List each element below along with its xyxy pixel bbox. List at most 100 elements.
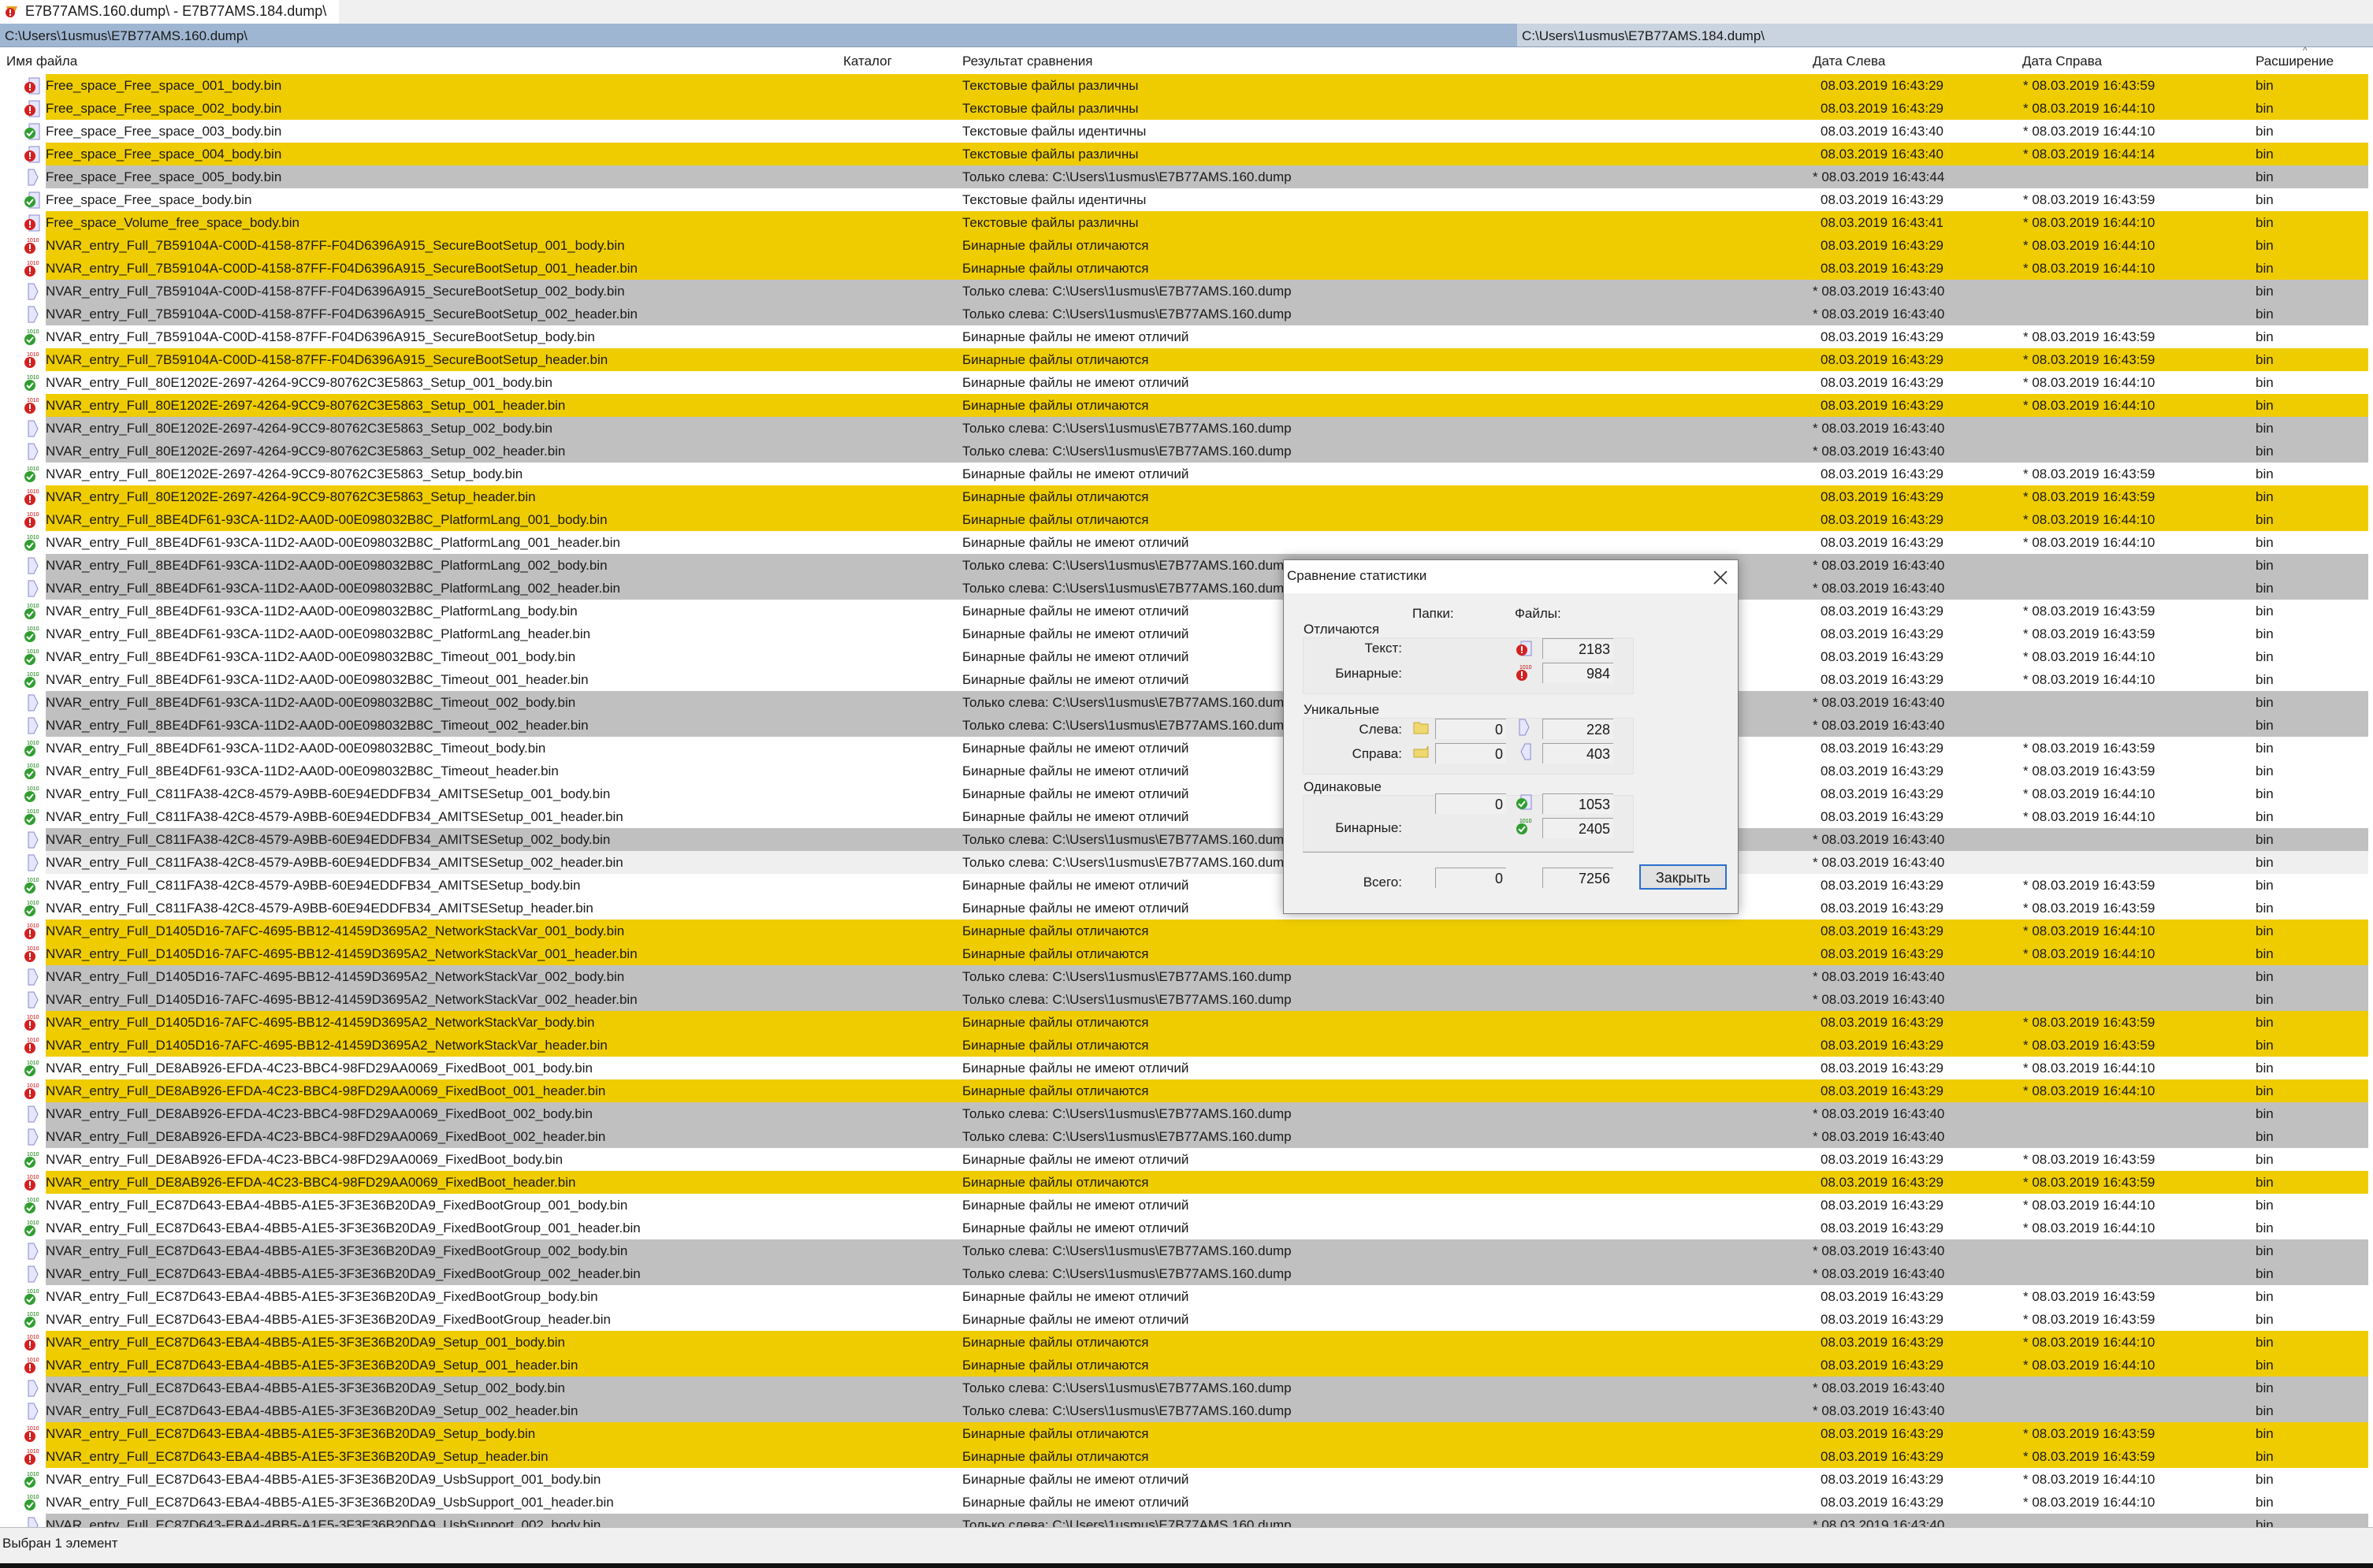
table-row[interactable]: 1010 NVAR_entry_Full_7B59104A-C00D-4158-8… xyxy=(0,348,2373,371)
table-row[interactable]: NVAR_entry_Full_DE8AB926-EFDA-4C23-BBC4-… xyxy=(0,1102,2373,1125)
column-header-date-left[interactable]: Дата Слева xyxy=(1813,54,1886,69)
row-highlight xyxy=(46,394,2368,417)
table-row[interactable]: 1010 NVAR_entry_Full_8BE4DF61-93CA-11D2-A… xyxy=(0,737,2373,760)
table-row[interactable]: NVAR_entry_Full_EC87D643-EBA4-4BB5-A1E5-… xyxy=(0,1377,2373,1399)
right-path-bar: C:\Users\1usmus\E7B77AMS.184.dump\ xyxy=(1517,24,2373,47)
cell-name: NVAR_entry_Full_8BE4DF61-93CA-11D2-AA0D-… xyxy=(46,581,620,596)
table-row[interactable]: 1010 NVAR_entry_Full_EC87D643-EBA4-4BB5-A… xyxy=(0,1422,2373,1445)
table-row[interactable]: NVAR_entry_Full_8BE4DF61-93CA-11D2-AA0D-… xyxy=(0,714,2373,737)
table-row[interactable]: 1010 NVAR_entry_Full_EC87D643-EBA4-4BB5-A… xyxy=(0,1331,2373,1354)
svg-text:1010: 1010 xyxy=(27,535,39,541)
table-row[interactable]: 1010 NVAR_entry_Full_EC87D643-EBA4-4BB5-A… xyxy=(0,1308,2373,1331)
table-row[interactable]: 1010 NVAR_entry_Full_DE8AB926-EFDA-4C23-B… xyxy=(0,1057,2373,1079)
table-row[interactable]: 1010 NVAR_entry_Full_C811FA38-42C8-4579-A… xyxy=(0,805,2373,828)
table-row[interactable]: 1010 NVAR_entry_Full_80E1202E-2697-4264-9… xyxy=(0,371,2373,394)
cell-extension: bin xyxy=(2256,604,2274,619)
cell-extension: bin xyxy=(2256,1152,2274,1167)
svg-text:1010: 1010 xyxy=(1519,819,1532,824)
table-row[interactable]: Free_space_Free_space_005_body.bin Только… xyxy=(0,165,2373,188)
table-row[interactable]: NVAR_entry_Full_8BE4DF61-93CA-11D2-AA0D-… xyxy=(0,554,2373,577)
close-icon[interactable] xyxy=(1713,570,1728,585)
cell-result: Бинарные файлы отличаются xyxy=(962,1038,1149,1053)
table-row[interactable]: 1010 NVAR_entry_Full_8BE4DF61-93CA-11D2-A… xyxy=(0,622,2373,645)
table-row[interactable]: 1010 NVAR_entry_Full_8BE4DF61-93CA-11D2-A… xyxy=(0,600,2373,622)
table-row[interactable]: 1010 NVAR_entry_Full_D1405D16-7AFC-4695-B… xyxy=(0,942,2373,965)
table-row[interactable]: 1010 NVAR_entry_Full_DE8AB926-EFDA-4C23-B… xyxy=(0,1079,2373,1102)
cell-result: Бинарные файлы не имеют отличий xyxy=(962,1312,1189,1327)
column-header-folder[interactable]: Каталог xyxy=(843,54,892,69)
table-row[interactable]: 1010 NVAR_entry_Full_8BE4DF61-93CA-11D2-A… xyxy=(0,760,2373,782)
table-row[interactable]: NVAR_entry_Full_8BE4DF61-93CA-11D2-AA0D-… xyxy=(0,691,2373,714)
cell-name: NVAR_entry_Full_80E1202E-2697-4264-9CC9-… xyxy=(46,375,552,390)
table-row[interactable]: NVAR_entry_Full_EC87D643-EBA4-4BB5-A1E5-… xyxy=(0,1514,2373,1527)
table-row[interactable]: 1010 NVAR_entry_Full_D1405D16-7AFC-4695-B… xyxy=(0,1011,2373,1034)
table-row[interactable]: 1010 NVAR_entry_Full_7B59104A-C00D-4158-8… xyxy=(0,257,2373,280)
table-row[interactable]: 1010 NVAR_entry_Full_DE8AB926-EFDA-4C23-B… xyxy=(0,1171,2373,1194)
folder-right-icon xyxy=(1413,745,1429,758)
cell-extension: bin xyxy=(2256,923,2274,938)
table-row[interactable]: 1010 NVAR_entry_Full_C811FA38-42C8-4579-A… xyxy=(0,874,2373,897)
table-row[interactable]: Free_space_Free_space_004_body.bin Тексто… xyxy=(0,143,2373,165)
table-row[interactable]: NVAR_entry_Full_8BE4DF61-93CA-11D2-AA0D-… xyxy=(0,577,2373,600)
table-row[interactable]: 1010 NVAR_entry_Full_8BE4DF61-93CA-11D2-A… xyxy=(0,508,2373,531)
table-row[interactable]: NVAR_entry_Full_D1405D16-7AFC-4695-BB12-… xyxy=(0,965,2373,988)
table-row[interactable]: 1010 NVAR_entry_Full_C811FA38-42C8-4579-A… xyxy=(0,897,2373,920)
table-row[interactable]: 1010 NVAR_entry_Full_8BE4DF61-93CA-11D2-A… xyxy=(0,668,2373,691)
table-row[interactable]: Free_space_Free_space_body.bin Текстовые … xyxy=(0,188,2373,211)
table-row[interactable]: NVAR_entry_Full_C811FA38-42C8-4579-A9BB-… xyxy=(0,828,2373,851)
cell-result: Только слева: C:\Users\1usmus\E7B77AMS.1… xyxy=(962,1403,1292,1418)
column-header-extension[interactable]: Расширение xyxy=(2256,54,2334,69)
table-row[interactable]: 1010 NVAR_entry_Full_80E1202E-2697-4264-9… xyxy=(0,463,2373,485)
table-row[interactable]: NVAR_entry_Full_EC87D643-EBA4-4BB5-A1E5-… xyxy=(0,1399,2373,1422)
table-row[interactable]: NVAR_entry_Full_EC87D643-EBA4-4BB5-A1E5-… xyxy=(0,1262,2373,1285)
table-row[interactable]: 1010 NVAR_entry_Full_EC87D643-EBA4-4BB5-A… xyxy=(0,1468,2373,1491)
table-row[interactable]: 1010 NVAR_entry_Full_EC87D643-EBA4-4BB5-A… xyxy=(0,1194,2373,1217)
table-row[interactable]: 1010 NVAR_entry_Full_EC87D643-EBA4-4BB5-A… xyxy=(0,1491,2373,1514)
table-row[interactable]: NVAR_entry_Full_DE8AB926-EFDA-4C23-BBC4-… xyxy=(0,1125,2373,1148)
table-row[interactable]: 1010 NVAR_entry_Full_DE8AB926-EFDA-4C23-B… xyxy=(0,1148,2373,1171)
table-row[interactable]: 1010 NVAR_entry_Full_8BE4DF61-93CA-11D2-A… xyxy=(0,531,2373,554)
table-row[interactable]: NVAR_entry_Full_80E1202E-2697-4264-9CC9-… xyxy=(0,440,2373,463)
binary-diff-icon: 1010 xyxy=(24,1175,39,1191)
table-row[interactable]: 1010 NVAR_entry_Full_7B59104A-C00D-4158-8… xyxy=(0,234,2373,257)
table-row[interactable]: NVAR_entry_Full_80E1202E-2697-4264-9CC9-… xyxy=(0,417,2373,440)
binary-diff-icon: 1010 xyxy=(24,489,39,505)
left-only-file-icon xyxy=(28,1403,39,1420)
table-row[interactable]: 1010 NVAR_entry_Full_EC87D643-EBA4-4BB5-A… xyxy=(0,1445,2373,1468)
row-highlight xyxy=(46,1148,2368,1171)
table-row[interactable]: NVAR_entry_Full_D1405D16-7AFC-4695-BB12-… xyxy=(0,988,2373,1011)
table-row[interactable]: Free_space_Volume_free_space_body.bin Тек… xyxy=(0,211,2373,234)
cell-name: Free_space_Free_space_body.bin xyxy=(46,192,252,207)
table-row[interactable]: 1010 NVAR_entry_Full_7B59104A-C00D-4158-8… xyxy=(0,325,2373,348)
table-row[interactable]: Free_space_Free_space_001_body.bin Тексто… xyxy=(0,74,2373,97)
cell-extension: bin xyxy=(2256,558,2274,573)
file-list[interactable]: Free_space_Free_space_001_body.bin Тексто… xyxy=(0,74,2373,1527)
column-header-result[interactable]: Результат сравнения xyxy=(962,54,1093,69)
table-row[interactable]: 1010 NVAR_entry_Full_80E1202E-2697-4264-9… xyxy=(0,485,2373,508)
table-row[interactable]: NVAR_entry_Full_EC87D643-EBA4-4BB5-A1E5-… xyxy=(0,1239,2373,1262)
table-row[interactable]: 1010 NVAR_entry_Full_EC87D643-EBA4-4BB5-A… xyxy=(0,1217,2373,1239)
table-row[interactable]: 1010 NVAR_entry_Full_EC87D643-EBA4-4BB5-A… xyxy=(0,1285,2373,1308)
cell-date-right: * 08.03.2019 16:44:10 xyxy=(2023,1198,2155,1213)
files-column-label: Файлы: xyxy=(1515,606,1561,621)
table-row[interactable]: 1010 NVAR_entry_Full_EC87D643-EBA4-4BB5-A… xyxy=(0,1354,2373,1377)
close-button[interactable]: Закрыть xyxy=(1639,864,1727,890)
binary-identical-icon: 1010 xyxy=(24,375,39,391)
table-row[interactable]: 1010 NVAR_entry_Full_80E1202E-2697-4264-9… xyxy=(0,394,2373,417)
cell-name: NVAR_entry_Full_7B59104A-C00D-4158-87FF-… xyxy=(46,329,595,344)
table-row[interactable]: 1010 NVAR_entry_Full_C811FA38-42C8-4579-A… xyxy=(0,782,2373,805)
table-row[interactable]: 1010 NVAR_entry_Full_D1405D16-7AFC-4695-B… xyxy=(0,920,2373,942)
cell-name: NVAR_entry_Full_EC87D643-EBA4-4BB5-A1E5-… xyxy=(46,1449,549,1464)
table-row[interactable]: Free_space_Free_space_003_body.bin Тексто… xyxy=(0,120,2373,143)
table-row[interactable]: Free_space_Free_space_002_body.bin Тексто… xyxy=(0,97,2373,120)
column-header-name[interactable]: Имя файла xyxy=(6,54,78,69)
table-row[interactable]: 1010 NVAR_entry_Full_D1405D16-7AFC-4695-B… xyxy=(0,1034,2373,1057)
svg-text:1010: 1010 xyxy=(27,329,39,335)
table-row[interactable]: 1010 NVAR_entry_Full_8BE4DF61-93CA-11D2-A… xyxy=(0,645,2373,668)
table-row[interactable]: NVAR_entry_Full_7B59104A-C00D-4158-87FF-… xyxy=(0,280,2373,303)
cell-extension: bin xyxy=(2256,718,2274,733)
row-highlight xyxy=(46,1102,2368,1125)
column-header-date-right[interactable]: Дата Справа xyxy=(2022,54,2103,69)
table-row[interactable]: NVAR_entry_Full_C811FA38-42C8-4579-A9BB-… xyxy=(0,851,2373,874)
table-row[interactable]: NVAR_entry_Full_7B59104A-C00D-4158-87FF-… xyxy=(0,303,2373,325)
